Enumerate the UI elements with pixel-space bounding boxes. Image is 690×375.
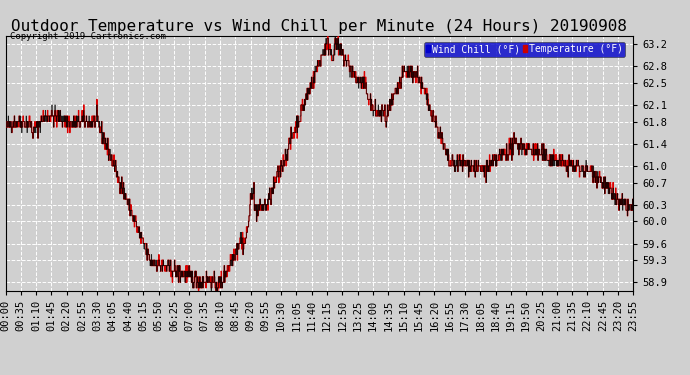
Text: Copyright 2019 Cartronics.com: Copyright 2019 Cartronics.com xyxy=(10,32,166,41)
Title: Outdoor Temperature vs Wind Chill per Minute (24 Hours) 20190908: Outdoor Temperature vs Wind Chill per Mi… xyxy=(12,20,627,34)
Legend: Wind Chill (°F), Temperature (°F): Wind Chill (°F), Temperature (°F) xyxy=(424,42,625,57)
